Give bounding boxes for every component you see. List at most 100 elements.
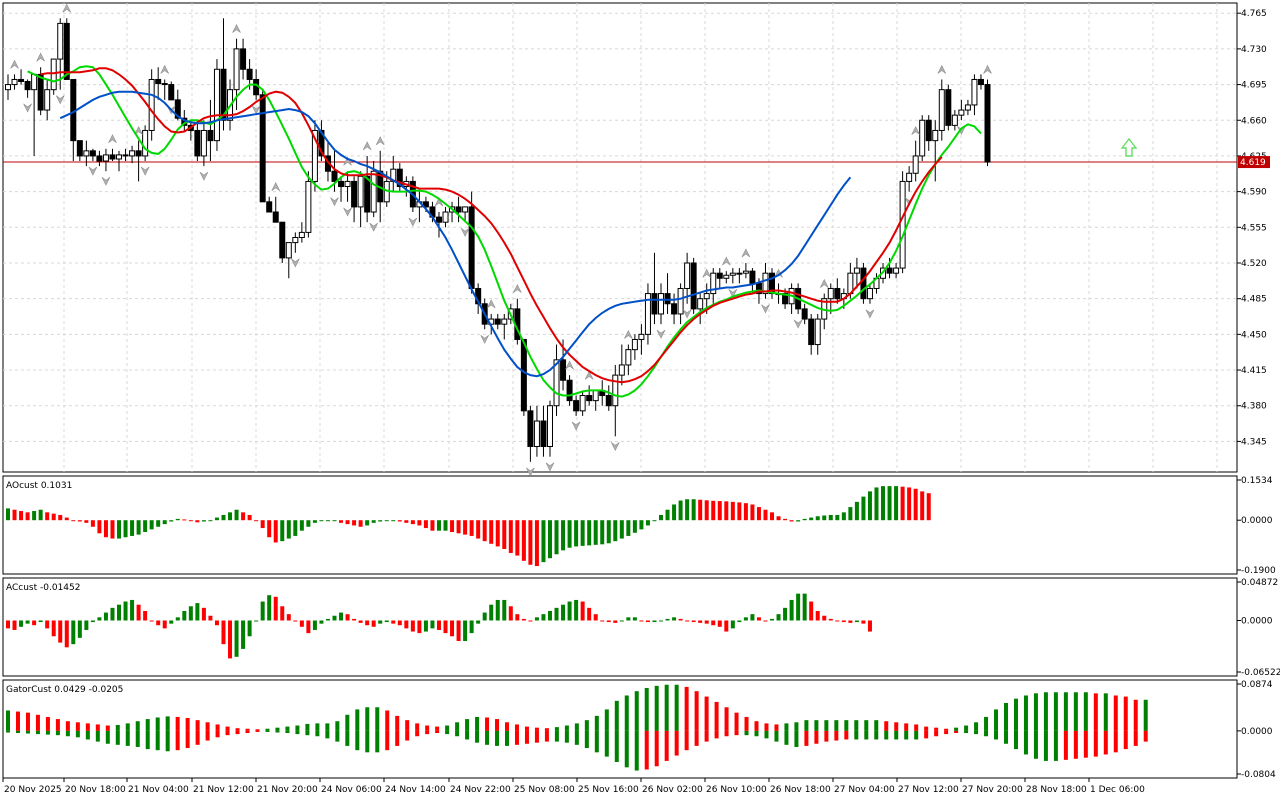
candle-bear (468, 206, 475, 289)
candle-bear (977, 78, 984, 86)
candle (612, 364, 619, 437)
ao-bar (221, 514, 226, 521)
x-tick-label: 1 Dec 06:00 (1090, 785, 1145, 795)
candle (736, 268, 743, 284)
fractal-up-icon (62, 3, 72, 13)
gator-lower-bar (734, 730, 739, 736)
gator-panel[interactable]: GatorCust 0.0429 -0.0205 (6, 684, 1148, 771)
ac-bar (789, 599, 794, 621)
x-tick-label: 25 Nov 08:00 (514, 785, 575, 795)
ac-bar (796, 593, 801, 621)
ac-bar (632, 617, 637, 621)
candle (102, 148, 109, 172)
candle (964, 99, 971, 116)
candle-bull (677, 287, 684, 315)
gator-lower-bar (594, 730, 599, 753)
ac-bar (149, 620, 154, 622)
ac-bar (260, 601, 265, 621)
gator-lower-bar (944, 730, 949, 735)
fractal-up-icon (702, 268, 711, 278)
gator-upper-bar (285, 726, 290, 731)
gator-upper-bar (664, 684, 669, 731)
candle (357, 171, 364, 228)
ao-bar (247, 514, 252, 521)
ao-bar (6, 508, 10, 521)
candle (906, 166, 913, 192)
candle (396, 163, 403, 192)
candle (259, 89, 266, 203)
fractal-down-icon (480, 335, 489, 344)
candle-bear (76, 140, 83, 157)
gator-lower-bar (95, 730, 100, 742)
ac-panel[interactable]: ACcust -0.01452 (6, 583, 872, 659)
candle (723, 271, 730, 284)
ao-bar (770, 512, 775, 521)
ac-bar (143, 611, 148, 621)
gator-lower-bar (135, 730, 140, 747)
candle (44, 79, 51, 121)
fractal-up-icon (584, 370, 594, 380)
gator-lower-bar (974, 730, 979, 735)
gator-lower-bar (155, 730, 160, 751)
candle-bull (729, 272, 736, 276)
candle-bull (697, 298, 704, 310)
ao-panel[interactable]: AOcust 0.1031 (6, 481, 931, 567)
ao-bar (90, 520, 95, 527)
candle-bull (200, 129, 207, 157)
candle (370, 161, 377, 218)
buy-signal-arrow-icon (1120, 137, 1138, 157)
gator-upper-bar (924, 726, 929, 731)
gator-upper-bar (674, 684, 679, 731)
gator-upper-bar (15, 711, 20, 731)
candle-bull (370, 170, 377, 213)
ao-bar (456, 520, 461, 534)
ao-bar (854, 501, 859, 521)
candle-bear (455, 206, 462, 213)
ao-bar (325, 520, 330, 522)
gator-upper-bar (6, 710, 10, 731)
ao-bar (802, 518, 807, 521)
ac-bar (521, 618, 526, 621)
ao-bar (175, 518, 180, 521)
price-panel[interactable] (3, 3, 1237, 477)
candle-bull (912, 155, 919, 174)
ac-bar (12, 620, 17, 630)
ao-bar (345, 520, 350, 525)
candle-bull (827, 287, 834, 300)
gator-lower-bar (205, 730, 210, 741)
candle (57, 18, 64, 90)
ao-bar (332, 520, 337, 522)
candle (860, 262, 867, 304)
ac-bar (587, 607, 592, 621)
ac-bar (756, 617, 761, 621)
ao-bar (874, 487, 879, 521)
candle-bear (338, 180, 345, 188)
ao-bar (214, 517, 219, 521)
ac-bar (97, 617, 102, 621)
fractal-up-icon (160, 64, 169, 74)
ao-bar (110, 520, 115, 539)
gator-lower-bar (804, 730, 809, 746)
candle-bear (664, 293, 671, 305)
candle (814, 313, 821, 355)
fractal-up-icon (983, 64, 992, 74)
ac-bar (123, 601, 128, 621)
ac-bar (698, 620, 703, 623)
ac-bar (208, 615, 213, 621)
ao-bar (704, 500, 709, 521)
ac-bar (25, 620, 30, 624)
candle-bear (266, 201, 273, 213)
gator-lower-bar (445, 730, 450, 735)
candle (553, 344, 560, 416)
ac-bar (691, 620, 696, 623)
gator-upper-bar (475, 716, 480, 731)
gator-lower-bar (75, 730, 80, 738)
candle-bull (951, 114, 958, 126)
ao-bar (835, 514, 840, 521)
candle-bull (357, 175, 364, 208)
candle (207, 99, 214, 162)
candle-bear (540, 420, 547, 448)
ac-bar (345, 614, 350, 621)
